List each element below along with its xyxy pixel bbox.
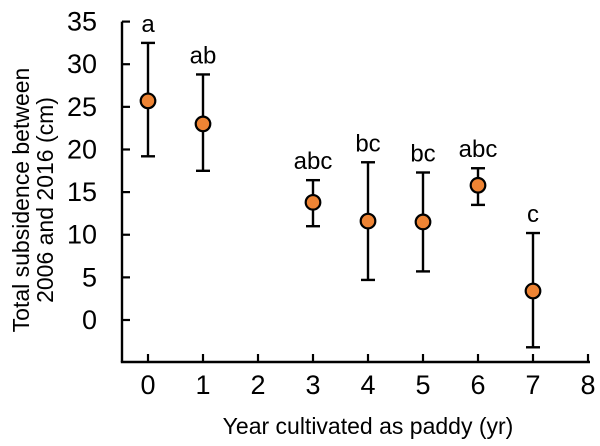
x-tick-label: 8 [580, 370, 595, 400]
x-tick-label: 3 [305, 370, 320, 400]
y-tick-label: 25 [67, 92, 97, 122]
y-tick-label: 30 [67, 49, 97, 79]
y-axis-title-line1: Total subsidence between [8, 68, 34, 333]
significance-letter: c [527, 201, 539, 228]
x-tick-label: 4 [360, 370, 375, 400]
x-tick-label: 1 [195, 370, 210, 400]
x-tick-label: 6 [470, 370, 485, 400]
data-point-marker [139, 92, 157, 110]
y-tick-label: 15 [67, 177, 97, 207]
x-tick-label: 7 [525, 370, 540, 400]
data-point-marker [414, 213, 432, 231]
significance-letter: abc [459, 136, 498, 163]
data-point-marker [524, 282, 542, 300]
y-tick-label: 35 [67, 7, 97, 37]
x-axis-title: Year cultivated as paddy (yr) [223, 413, 514, 439]
significance-letter: a [141, 11, 155, 38]
y-tick-label: 0 [82, 305, 97, 335]
data-point-marker [194, 115, 212, 133]
significance-letter: ab [190, 42, 217, 69]
x-tick-label: 5 [415, 370, 430, 400]
y-tick-label: 5 [82, 262, 97, 292]
significance-letter: bc [410, 141, 435, 168]
data-point-marker [359, 212, 377, 230]
data-point-marker [469, 176, 487, 194]
y-axis-title-line2: 2006 and 2016 (cm) [32, 97, 58, 303]
y-tick-label: 20 [67, 134, 97, 164]
y-tick-label: 10 [67, 220, 97, 250]
significance-letter: bc [355, 130, 380, 157]
significance-letter: abc [294, 148, 333, 175]
data-point-marker [304, 193, 322, 211]
x-tick-label: 0 [140, 370, 155, 400]
x-tick-label: 2 [250, 370, 265, 400]
